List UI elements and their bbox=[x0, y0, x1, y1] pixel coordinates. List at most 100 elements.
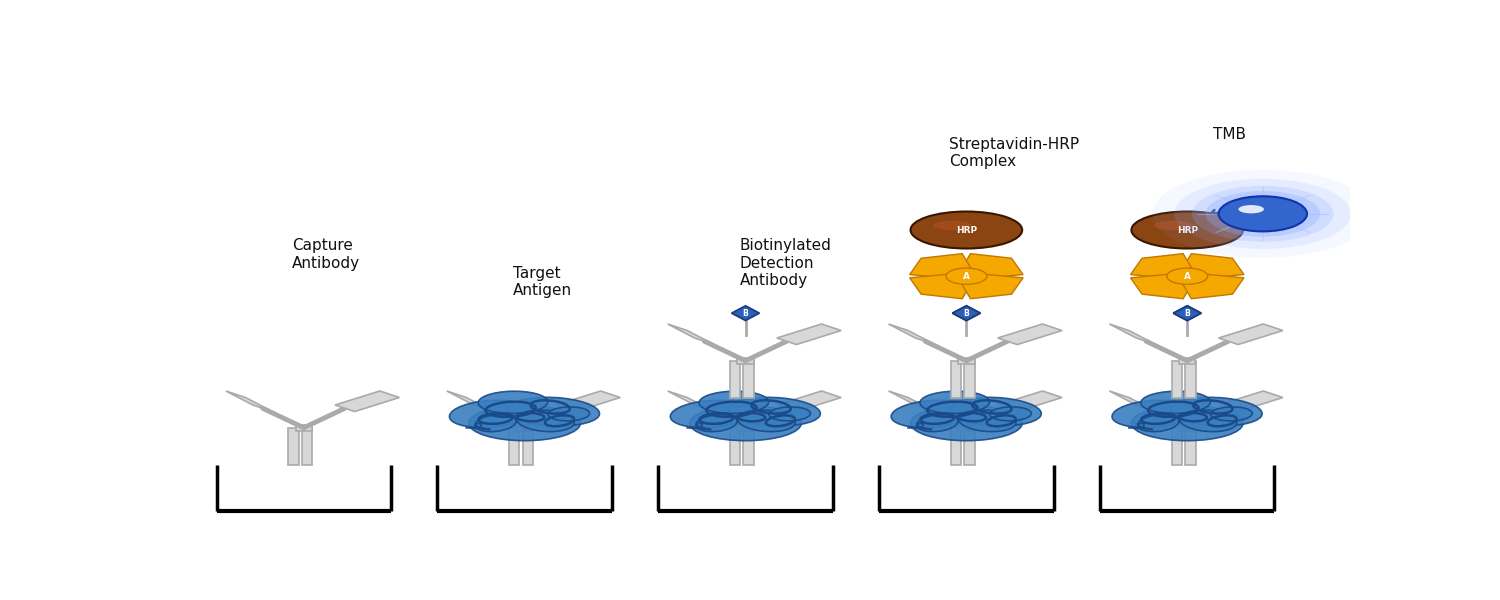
Polygon shape bbox=[668, 391, 714, 412]
Ellipse shape bbox=[690, 406, 801, 440]
Polygon shape bbox=[1182, 254, 1244, 278]
Text: Target
Antigen: Target Antigen bbox=[513, 266, 572, 298]
Polygon shape bbox=[998, 324, 1062, 344]
Circle shape bbox=[946, 268, 987, 284]
Polygon shape bbox=[888, 324, 934, 344]
Ellipse shape bbox=[1154, 221, 1192, 230]
Ellipse shape bbox=[696, 415, 736, 431]
Text: A: A bbox=[963, 272, 970, 281]
Ellipse shape bbox=[990, 407, 1032, 421]
Ellipse shape bbox=[1210, 407, 1252, 421]
Polygon shape bbox=[1218, 324, 1282, 344]
Ellipse shape bbox=[770, 407, 810, 421]
Polygon shape bbox=[1131, 254, 1192, 278]
Ellipse shape bbox=[738, 410, 795, 431]
Bar bbox=[296, 425, 312, 431]
FancyBboxPatch shape bbox=[964, 361, 975, 398]
FancyBboxPatch shape bbox=[951, 428, 962, 464]
Polygon shape bbox=[556, 391, 621, 412]
Ellipse shape bbox=[933, 221, 972, 230]
Ellipse shape bbox=[1170, 397, 1262, 426]
Polygon shape bbox=[668, 324, 714, 344]
Ellipse shape bbox=[476, 415, 516, 431]
FancyBboxPatch shape bbox=[509, 428, 519, 464]
Polygon shape bbox=[777, 391, 842, 412]
Ellipse shape bbox=[1137, 415, 1179, 431]
FancyBboxPatch shape bbox=[951, 361, 962, 398]
Text: B: B bbox=[1185, 308, 1190, 317]
Ellipse shape bbox=[910, 406, 1022, 440]
Text: Streptavidin-HRP
Complex: Streptavidin-HRP Complex bbox=[950, 137, 1078, 169]
Text: Biotinylated
Detection
Antibody: Biotinylated Detection Antibody bbox=[740, 238, 831, 288]
Polygon shape bbox=[962, 254, 1023, 278]
FancyBboxPatch shape bbox=[730, 428, 741, 464]
Text: TMB: TMB bbox=[1214, 127, 1246, 142]
Ellipse shape bbox=[470, 406, 580, 440]
Ellipse shape bbox=[1131, 212, 1244, 248]
Polygon shape bbox=[1173, 306, 1202, 320]
Circle shape bbox=[1192, 186, 1334, 242]
Bar bbox=[738, 358, 753, 364]
Polygon shape bbox=[1173, 306, 1202, 320]
Ellipse shape bbox=[891, 400, 972, 428]
Ellipse shape bbox=[518, 410, 574, 431]
Ellipse shape bbox=[910, 212, 1022, 248]
Bar bbox=[958, 358, 975, 364]
Circle shape bbox=[1218, 196, 1306, 232]
Polygon shape bbox=[334, 391, 399, 412]
Text: B: B bbox=[1185, 308, 1190, 317]
Polygon shape bbox=[777, 324, 842, 344]
Polygon shape bbox=[1182, 274, 1244, 299]
Ellipse shape bbox=[1142, 391, 1210, 413]
Bar bbox=[1179, 358, 1196, 364]
Ellipse shape bbox=[548, 407, 590, 421]
Bar bbox=[516, 425, 532, 431]
Ellipse shape bbox=[509, 397, 600, 426]
FancyBboxPatch shape bbox=[288, 428, 298, 464]
Text: HRP: HRP bbox=[956, 226, 976, 235]
Polygon shape bbox=[1218, 391, 1282, 412]
Polygon shape bbox=[447, 391, 494, 412]
Circle shape bbox=[1174, 179, 1352, 249]
Polygon shape bbox=[1110, 324, 1156, 344]
Bar bbox=[958, 425, 975, 431]
Text: Capture
Antibody: Capture Antibody bbox=[292, 238, 360, 271]
FancyBboxPatch shape bbox=[1172, 428, 1182, 464]
Circle shape bbox=[1167, 268, 1208, 284]
Polygon shape bbox=[952, 306, 981, 320]
Polygon shape bbox=[1110, 391, 1156, 412]
Polygon shape bbox=[909, 254, 972, 278]
Ellipse shape bbox=[916, 415, 958, 431]
Ellipse shape bbox=[1131, 406, 1244, 440]
Polygon shape bbox=[226, 391, 273, 412]
FancyBboxPatch shape bbox=[1185, 361, 1196, 398]
Text: B: B bbox=[963, 308, 969, 317]
Ellipse shape bbox=[1239, 205, 1264, 214]
Polygon shape bbox=[998, 391, 1062, 412]
FancyBboxPatch shape bbox=[1185, 428, 1196, 464]
Ellipse shape bbox=[958, 410, 1016, 431]
Circle shape bbox=[1206, 191, 1320, 236]
FancyBboxPatch shape bbox=[744, 361, 754, 398]
Text: A: A bbox=[1184, 272, 1191, 281]
Ellipse shape bbox=[699, 391, 768, 413]
Polygon shape bbox=[909, 274, 972, 299]
Text: B: B bbox=[963, 308, 969, 317]
FancyBboxPatch shape bbox=[302, 428, 312, 464]
FancyBboxPatch shape bbox=[744, 428, 754, 464]
Ellipse shape bbox=[950, 397, 1041, 426]
Text: HRP: HRP bbox=[1176, 226, 1198, 235]
Ellipse shape bbox=[450, 400, 530, 428]
Polygon shape bbox=[1131, 274, 1192, 299]
Ellipse shape bbox=[1112, 400, 1192, 428]
Polygon shape bbox=[952, 306, 981, 320]
Circle shape bbox=[1152, 170, 1374, 258]
Ellipse shape bbox=[670, 400, 752, 428]
Ellipse shape bbox=[920, 391, 990, 413]
Bar bbox=[738, 425, 753, 431]
FancyBboxPatch shape bbox=[522, 428, 532, 464]
FancyBboxPatch shape bbox=[730, 361, 741, 398]
Ellipse shape bbox=[1179, 410, 1238, 431]
Ellipse shape bbox=[478, 391, 548, 413]
Text: B: B bbox=[742, 308, 748, 317]
